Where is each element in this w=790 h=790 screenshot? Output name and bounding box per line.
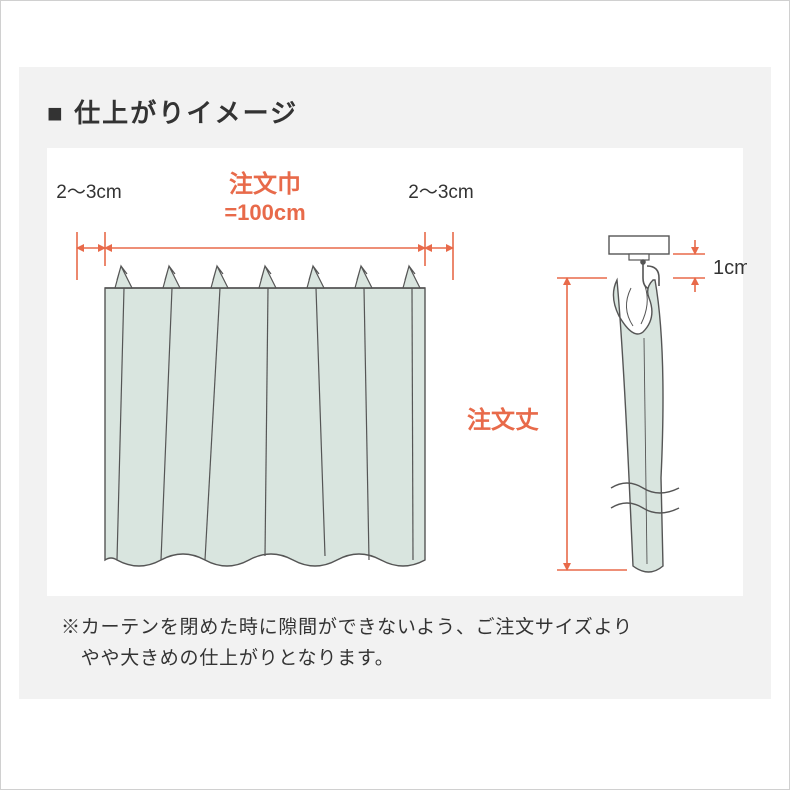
root-container: ■ 仕上がりイメージ <box>0 0 790 790</box>
footnote: ※カーテンを閉めた時に隙間ができないよう、ご注文サイズより やや大きめの仕上がり… <box>47 612 743 675</box>
height-dimension <box>557 278 627 570</box>
label-order-width: 注文巾 <box>229 170 301 198</box>
section-title: ■ 仕上がりイメージ <box>47 93 743 130</box>
label-margin-right: 2～3cm <box>408 182 473 203</box>
label-hook-gap: 1cm <box>713 257 747 279</box>
label-margin-left: 2～3cm <box>56 182 121 203</box>
note-line1: ※カーテンを閉めた時に隙間ができないよう、ご注文サイズより <box>61 617 633 638</box>
curtain-diagram: 2～3cm 注文巾 =100cm 2～3cm <box>47 148 747 596</box>
note-line2: やや大きめの仕上がりとなります。 <box>61 648 394 669</box>
side-view <box>609 236 679 572</box>
hook-gap-dimension <box>673 240 705 292</box>
diagram-area: 2～3cm 注文巾 =100cm 2～3cm <box>47 148 743 596</box>
content-panel: ■ 仕上がりイメージ <box>19 67 771 699</box>
front-curtain <box>105 266 425 566</box>
label-order-width-value: =100cm <box>224 200 305 225</box>
label-order-height: 注文丈 <box>467 406 539 434</box>
